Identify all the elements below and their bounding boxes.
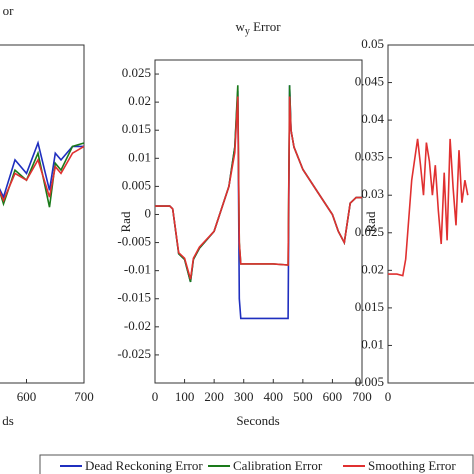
title-part: Error (250, 19, 281, 34)
y-tick-label: 0.035 (355, 149, 384, 164)
y-tick-label: 0.025 (355, 224, 384, 239)
y-tick-label: 0.05 (361, 36, 384, 51)
y-tick-label: 0.015 (355, 299, 384, 314)
legend-box (39, 454, 474, 474)
x-axis-label: Seconds (236, 413, 279, 428)
y-tick-label: 0.025 (122, 65, 151, 80)
y-tick-label: 0.03 (361, 186, 384, 201)
legend-label: Smoothing Error (368, 458, 456, 473)
x-tick-label: 500 (293, 389, 313, 404)
y-tick-label: -0.025 (117, 346, 151, 361)
title-part: w (235, 19, 245, 34)
y-tick-label: -0.01 (124, 262, 151, 277)
y-tick-label: 0.005 (122, 177, 151, 192)
data-line (0, 145, 85, 203)
legend-label: Calibration Error (233, 458, 323, 473)
y-tick-label: 0.005 (355, 374, 384, 389)
data-line (0, 140, 84, 200)
data-line (388, 138, 469, 277)
x-tick-label: 700 (352, 389, 372, 404)
x-tick-label: 200 (204, 389, 224, 404)
x-tick-label: 0 (152, 389, 159, 404)
x-tick-label: 400 (264, 389, 284, 404)
data-line (155, 85, 362, 283)
y-axis-label: Rad (363, 211, 378, 232)
y-tick-label: -0.015 (117, 290, 151, 305)
chart-title: or (3, 3, 15, 18)
x-tick-label: 600 (323, 389, 343, 404)
y-tick-label: 0.01 (128, 149, 151, 164)
y-tick-label: 0.02 (361, 261, 384, 276)
legend-label: Dead Reckoning Error (85, 458, 203, 473)
x-axis-label: ds (2, 413, 14, 428)
title-part: or (3, 3, 15, 18)
x-tick-label: 700 (74, 389, 94, 404)
chart-title: wy Error (235, 19, 281, 37)
x-tick-label: 100 (175, 389, 195, 404)
plot-frame (387, 44, 474, 384)
y-tick-label: -0.02 (124, 318, 151, 333)
x-tick-label: 0 (385, 389, 392, 404)
y-tick-label: 0.045 (355, 74, 384, 89)
data-line (155, 85, 362, 320)
x-tick-label: 300 (234, 389, 254, 404)
x-tick-label: 600 (17, 389, 37, 404)
y-tick-label: 0.02 (128, 93, 151, 108)
y-tick-label: 0.015 (122, 121, 151, 136)
data-line (0, 142, 85, 208)
plot-frame (0, 44, 85, 384)
data-line (155, 96, 362, 280)
y-tick-label: 0 (145, 205, 152, 220)
y-tick-label: 0.04 (361, 111, 384, 126)
plot-frame (154, 59, 363, 384)
y-axis-label: Rad (118, 211, 133, 232)
y-tick-label: 0.01 (361, 336, 384, 351)
y-tick-label: -0.005 (117, 234, 151, 249)
title-part: y (245, 26, 250, 37)
